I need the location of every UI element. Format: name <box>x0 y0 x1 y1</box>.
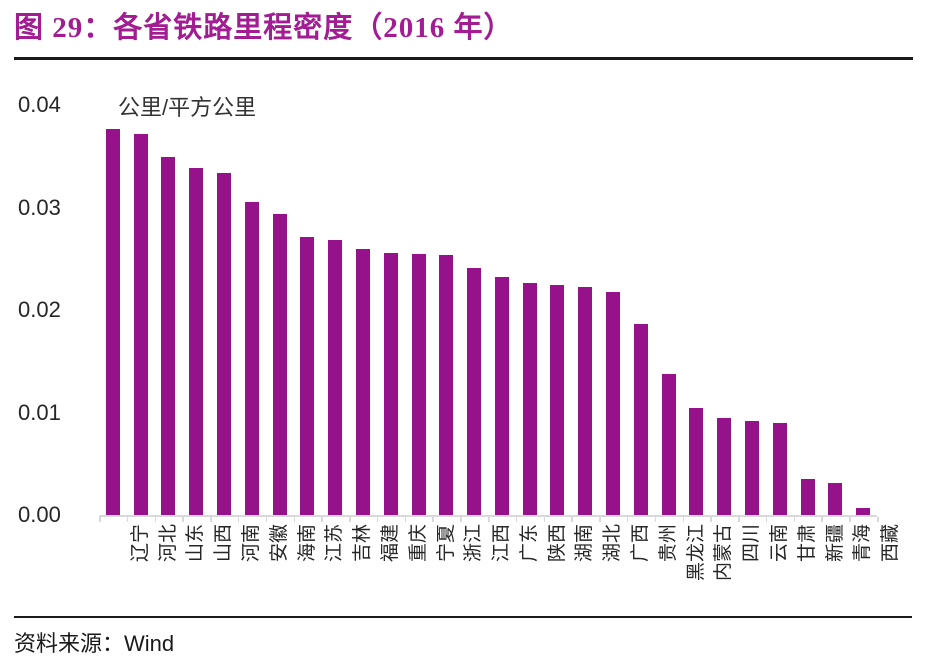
title-divider <box>14 57 913 60</box>
x-axis-tick <box>738 517 740 522</box>
chart-bar <box>744 420 759 515</box>
y-axis-tick-label: 0.01 <box>18 399 61 425</box>
chart-bar <box>189 167 204 515</box>
x-axis-tick <box>210 517 212 522</box>
source-note: 资料来源：Wind <box>14 626 174 658</box>
chart-bar <box>550 285 565 515</box>
x-axis-tick <box>293 517 295 522</box>
x-axis-tick <box>710 517 712 522</box>
x-axis-tick <box>793 517 796 522</box>
chart-bar <box>161 157 176 515</box>
x-axis-tick <box>154 517 157 522</box>
x-axis-tick <box>237 517 240 522</box>
chart-bar <box>578 287 593 515</box>
x-axis-tick <box>626 517 629 522</box>
chart-bar <box>272 213 287 515</box>
chart-bar <box>133 133 148 515</box>
x-axis-tick <box>654 517 657 522</box>
figure-title: 图 29：各省铁路里程密度（2016 年） <box>14 12 514 44</box>
chart-bar <box>633 324 648 515</box>
chart-bar <box>717 417 732 515</box>
x-axis-tick <box>265 517 268 522</box>
x-axis-tick <box>99 517 101 522</box>
x-axis-tick <box>349 517 351 522</box>
y-axis-unit-label: 公里/平方公里 <box>118 95 257 120</box>
chart-bar <box>300 237 315 515</box>
chart-bar <box>328 240 343 515</box>
x-axis-tick <box>376 517 379 522</box>
source-divider <box>14 616 912 618</box>
chart-bar <box>689 408 704 515</box>
chart-bar <box>772 422 787 515</box>
chart-bar <box>355 248 370 515</box>
x-axis-tick <box>877 517 879 522</box>
source-label: 资料来源： <box>14 631 125 656</box>
x-axis-tick <box>182 517 184 522</box>
chart-bar <box>383 252 398 515</box>
x-axis-tick <box>460 517 462 522</box>
chart-bar <box>856 507 871 515</box>
chart-bar <box>828 483 843 515</box>
chart-bar <box>800 479 815 515</box>
chart-bar <box>244 202 259 515</box>
y-axis-tick-label: 0.03 <box>18 194 61 220</box>
x-axis-line <box>99 515 877 517</box>
x-axis-tick <box>849 517 851 522</box>
source-value: Wind <box>124 631 175 656</box>
x-axis-tick <box>404 517 407 522</box>
x-axis-tick <box>543 517 546 522</box>
x-axis-tick <box>321 517 323 522</box>
y-axis-tick-label: 0.00 <box>18 502 61 527</box>
chart-bar <box>439 254 454 515</box>
chart-bar <box>217 172 232 515</box>
x-axis-tick <box>682 517 684 522</box>
chart-bar <box>522 283 537 515</box>
y-axis-tick-label: 0.02 <box>18 297 61 322</box>
x-axis-tick <box>515 517 518 522</box>
x-axis-tick <box>432 517 434 522</box>
x-axis-tick <box>571 517 573 522</box>
chart-bar <box>606 291 621 515</box>
chart-bar <box>661 373 676 515</box>
x-axis-tick <box>599 517 601 522</box>
x-axis-tick <box>126 517 129 522</box>
chart-bar <box>494 277 509 515</box>
x-axis-tick <box>765 517 768 522</box>
x-axis-tick <box>821 517 823 522</box>
y-axis-tick-label: 0.04 <box>18 92 61 117</box>
chart-bar <box>105 128 120 515</box>
chart-bar <box>467 267 482 515</box>
x-axis-tick <box>488 517 490 522</box>
chart-bar <box>411 253 426 515</box>
